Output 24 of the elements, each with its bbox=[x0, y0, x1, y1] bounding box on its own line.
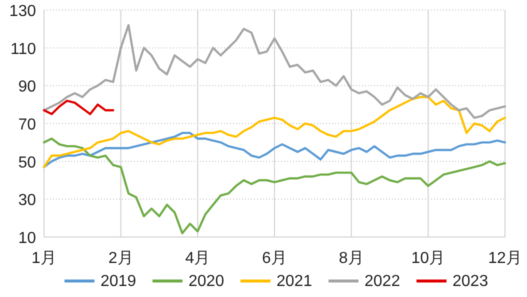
y-tick-label: 30 bbox=[18, 192, 36, 210]
y-tick-label: 90 bbox=[18, 78, 36, 96]
line-series bbox=[42, 132, 506, 168]
y-tick-label: 50 bbox=[18, 154, 36, 172]
x-tick-label: 2月 bbox=[108, 250, 134, 267]
x-tick-label: 8月 bbox=[338, 250, 364, 267]
line-series bbox=[42, 100, 114, 116]
y-tick-label: 130 bbox=[9, 3, 36, 20]
line-series bbox=[42, 138, 506, 234]
legend-label: 2021 bbox=[276, 273, 312, 290]
line-series bbox=[42, 24, 506, 119]
x-tick-label: 6月 bbox=[262, 250, 287, 267]
y-tick-label: 70 bbox=[18, 116, 36, 134]
x-tick-label: 10月 bbox=[411, 250, 446, 267]
y-tick-label: 110 bbox=[10, 40, 36, 58]
line-series bbox=[42, 96, 506, 168]
legend-label: 2020 bbox=[188, 273, 224, 290]
y-tick-label: 10 bbox=[18, 230, 36, 247]
legend-label: 2022 bbox=[364, 273, 400, 290]
x-tick-label: 4月 bbox=[185, 250, 210, 267]
x-tick-label: 1月 bbox=[32, 250, 56, 267]
legend-label: 2023 bbox=[452, 273, 488, 290]
x-tick-label: 12月 bbox=[488, 250, 522, 267]
legend-label: 2019 bbox=[100, 273, 136, 290]
